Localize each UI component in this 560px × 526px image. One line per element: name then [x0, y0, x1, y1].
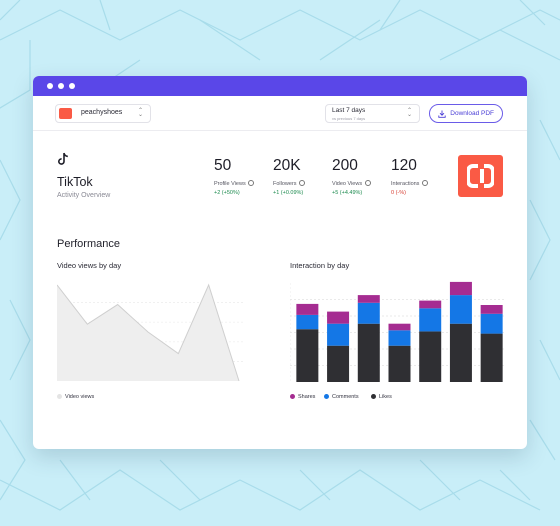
- stat-label: Interactions: [391, 180, 428, 187]
- legend-swatch: [324, 394, 329, 399]
- stat-followers: 20K Followers +1 (+0.09%): [273, 157, 306, 196]
- bar-likes-6: [449, 323, 472, 382]
- bar-likes-2: [327, 345, 350, 382]
- bar-shares-3: [357, 295, 380, 303]
- bar-shares-6: [449, 281, 472, 296]
- video-views-chart: [57, 283, 243, 382]
- stat-value: 120: [391, 157, 417, 174]
- legend-swatch: [57, 394, 62, 399]
- window-dot-icon: [47, 83, 53, 89]
- toolbar: peachyshoes ⌃ ⌄ Last 7 days vs previous 7…: [33, 96, 527, 131]
- info-icon[interactable]: [299, 180, 306, 186]
- brand-logo-icon: [59, 108, 72, 119]
- legend-comments: Comments: [324, 394, 359, 400]
- bar-shares-2: [327, 311, 350, 324]
- stat-change: +2 (+50%): [214, 190, 240, 196]
- stat-label: Followers: [273, 180, 306, 187]
- stat-label: Video Views: [332, 180, 371, 187]
- stat-interactions: 120 Interactions 0 (-%): [391, 158, 428, 196]
- bar-shares-7: [480, 305, 503, 314]
- video-views-area: [57, 284, 239, 381]
- date-range-label: Last 7 days: [332, 107, 366, 114]
- bar-comments-2: [327, 323, 350, 346]
- bar-shares-1: [296, 303, 319, 315]
- bar-comments-4: [388, 330, 411, 346]
- bar-likes-4: [388, 345, 411, 382]
- stat-video-views: 200 Video Views +5 (+4.49%): [332, 158, 371, 196]
- bar-likes-1: [296, 329, 319, 382]
- date-range-comparison: vs previous 7 days: [332, 116, 366, 121]
- account-name: peachyshoes: [81, 109, 123, 116]
- legend-video-views: Video views: [57, 394, 94, 400]
- bar-comments-3: [357, 302, 380, 324]
- stat-label: Profile Views: [214, 180, 255, 187]
- stat-change: +1 (+0.09%): [273, 190, 304, 196]
- bar-comments-7: [480, 313, 503, 334]
- legend-swatch: [371, 394, 376, 399]
- network-title: TikTok: [57, 175, 93, 189]
- stat-value: 20K: [273, 157, 301, 174]
- window-dot-icon: [69, 83, 75, 89]
- updown-chevron-icon: ⌃ ⌄: [406, 108, 412, 118]
- video-views-line: [57, 283, 240, 382]
- stat-change: +5 (+4.49%): [332, 190, 363, 196]
- info-icon[interactable]: [364, 180, 371, 186]
- brand-logo-icon: [458, 155, 503, 197]
- tiktok-icon: [58, 152, 68, 165]
- interaction-chart-title: Interaction by day: [290, 261, 350, 270]
- window-dot-icon: [58, 83, 64, 89]
- stat-profile-views: 50 Profile Views +2 (+50%): [214, 157, 255, 196]
- bar-comments-1: [296, 314, 319, 330]
- legend-shares: Shares: [290, 394, 315, 400]
- account-selector[interactable]: peachyshoes ⌃ ⌄: [55, 104, 151, 123]
- video-views-chart-title: Video views by day: [57, 261, 122, 270]
- legend-likes: Likes: [371, 394, 392, 400]
- bar-comments-5: [419, 308, 442, 332]
- info-icon[interactable]: [421, 180, 428, 186]
- app-window: peachyshoes ⌃ ⌄ Last 7 days vs previous 7…: [33, 76, 527, 449]
- updown-chevron-icon: ⌃ ⌄: [137, 108, 143, 118]
- download-icon: [438, 110, 446, 118]
- bar-shares-4: [388, 323, 411, 331]
- bar-shares-5: [419, 300, 442, 309]
- stat-value: 50: [214, 157, 232, 174]
- download-label: Download PDF: [450, 110, 494, 117]
- legend-swatch: [290, 394, 295, 399]
- bar-comments-6: [449, 295, 472, 324]
- info-icon[interactable]: [248, 180, 255, 186]
- network-subtitle: Activity Overview: [57, 192, 111, 199]
- bar-likes-7: [480, 333, 503, 382]
- date-range-selector[interactable]: Last 7 days vs previous 7 days ⌃ ⌄: [325, 104, 420, 123]
- performance-title: Performance: [57, 238, 120, 250]
- bar-likes-5: [419, 331, 442, 382]
- stat-change: 0 (-%): [391, 190, 406, 196]
- stat-value: 200: [332, 157, 358, 174]
- window-titlebar: [33, 76, 527, 96]
- download-pdf-button[interactable]: Download PDF: [429, 104, 503, 123]
- interaction-chart: [290, 281, 505, 382]
- bar-likes-3: [357, 323, 380, 382]
